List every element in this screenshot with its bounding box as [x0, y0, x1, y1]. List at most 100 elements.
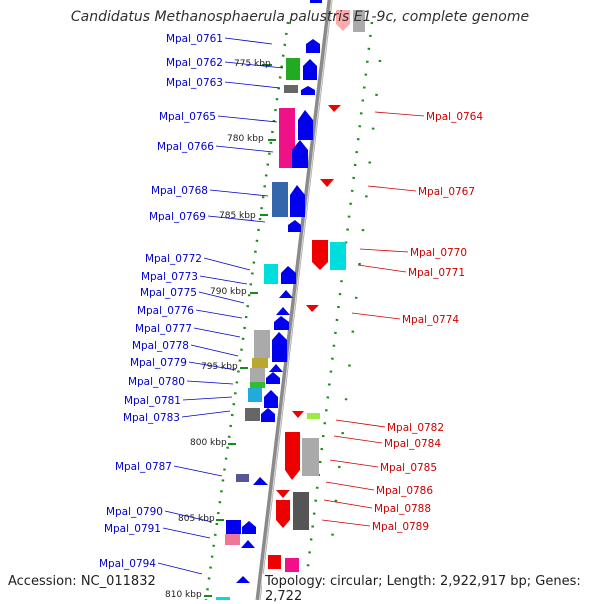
svg-text:Mpal_0789: Mpal_0789: [372, 521, 429, 533]
label-mpal-0765: Mpal_0765: [159, 111, 278, 123]
gene-0795-box: [216, 597, 230, 600]
label-mpal-0789: Mpal_0789: [321, 519, 429, 533]
gene-0762-arrow: [303, 59, 317, 80]
label-mpal-0778: Mpal_0778: [132, 340, 239, 357]
gene-0776-arrow: [276, 307, 290, 315]
label-mpal-0780: Mpal_0780: [128, 376, 234, 388]
svg-text:Mpal_0771: Mpal_0771: [408, 267, 465, 279]
svg-text:Mpal_0764: Mpal_0764: [426, 111, 483, 123]
svg-text:Mpal_0791: Mpal_0791: [104, 523, 161, 535]
label-mpal-0772: Mpal_0772: [145, 253, 251, 271]
label-mpal-0769: Mpal_0769: [149, 211, 266, 223]
gene-0763-box: [284, 85, 298, 93]
svg-text:Mpal_0762: Mpal_0762: [166, 57, 223, 69]
kbp-tick-800: 800 kbp: [190, 438, 236, 448]
gene-0787-arrow: [253, 477, 268, 485]
label-mpal-0783: Mpal_0783: [123, 410, 231, 424]
svg-text:790 kbp: 790 kbp: [210, 287, 247, 297]
gene-0781-arrow: [264, 390, 278, 408]
gene-0790-box: [226, 520, 241, 534]
gene-0779-arrow: [269, 364, 283, 372]
label-mpal-0787: Mpal_0787: [115, 461, 223, 477]
svg-text:Mpal_0784: Mpal_0784: [384, 438, 441, 450]
gene-0780-band: [250, 382, 265, 388]
svg-text:800 kbp: 800 kbp: [190, 438, 227, 448]
gene-0780-arrow: [266, 372, 280, 384]
svg-text:Mpal_0790: Mpal_0790: [106, 506, 163, 518]
svg-text:Mpal_0765: Mpal_0765: [159, 111, 216, 123]
label-mpal-0784: Mpal_0784: [333, 435, 441, 450]
gene-0789-box: [293, 492, 309, 530]
tick-track-outer-right: [328, 59, 382, 561]
gene-0782-arrow: [292, 411, 304, 418]
genome-backbone: [255, 0, 333, 600]
gene-0791-box: [225, 534, 240, 545]
gene-0774-arrow: [306, 305, 319, 312]
svg-text:Mpal_0767: Mpal_0767: [418, 186, 475, 198]
svg-text:Mpal_0780: Mpal_0780: [128, 376, 185, 388]
gene-0781-box: [248, 388, 262, 402]
label-mpal-0786: Mpal_0786: [325, 481, 433, 497]
svg-text:Mpal_0770: Mpal_0770: [410, 247, 467, 259]
svg-text:Mpal_0761: Mpal_0761: [166, 33, 223, 45]
gene-0793-box: [285, 558, 299, 572]
gene-0768-arrow: [290, 185, 305, 217]
svg-text:810 kbp: 810 kbp: [165, 590, 202, 600]
svg-text:Mpal_0779: Mpal_0779: [130, 357, 187, 369]
svg-text:Mpal_0778: Mpal_0778: [132, 340, 189, 352]
gene-0786-arrow: [276, 490, 290, 498]
gene-0767-arrow: [320, 179, 334, 187]
label-mpal-0770: Mpal_0770: [359, 247, 467, 259]
gene-0758-arrow: [336, 10, 350, 31]
svg-text:Mpal_0794: Mpal_0794: [99, 558, 156, 570]
gene-0761-arrow: [306, 39, 320, 53]
gene-0792-box: [268, 555, 281, 569]
gene-0783-box: [245, 408, 260, 421]
kbp-tick-810: 810 kbp: [165, 590, 212, 600]
gene-0777-arrow: [274, 316, 289, 330]
gene-0790-arrow: [242, 521, 256, 534]
svg-text:785 kbp: 785 kbp: [219, 211, 256, 221]
gene-0763-arrow: [301, 86, 315, 95]
svg-text:780 kbp: 780 kbp: [227, 134, 264, 144]
svg-text:Mpal_0777: Mpal_0777: [135, 323, 192, 335]
label-mpal-0774: Mpal_0774: [351, 312, 459, 326]
svg-text:Mpal_0786: Mpal_0786: [376, 485, 433, 497]
gene-0770-arrow: [312, 240, 328, 270]
label-mpal-0773: Mpal_0773: [141, 271, 248, 285]
kbp-tick-775: 775 kbp: [234, 59, 272, 69]
gene-0765-arrow: [298, 110, 313, 140]
map-title: Candidatus Methanosphaerula palustris E1…: [70, 9, 530, 25]
gene-0769-arrow: [288, 220, 301, 232]
kbp-tick-785: 785 kbp: [219, 211, 268, 221]
gene-0783-arrow: [261, 408, 275, 422]
gene-0778-arrow: [272, 332, 287, 362]
svg-text:Mpal_0775: Mpal_0775: [140, 287, 197, 299]
reverse-gene-glyphs: [262, 10, 365, 600]
tick-track-right: [302, 21, 374, 600]
gene-0759-box: [353, 10, 365, 32]
gene-0780-box: [250, 368, 265, 382]
label-mpal-0779: Mpal_0779: [130, 357, 237, 371]
label-mpal-0776: Mpal_0776: [137, 305, 243, 319]
gene-0773-arrow: [281, 266, 296, 284]
svg-text:Mpal_0782: Mpal_0782: [387, 422, 444, 434]
label-mpal-0767: Mpal_0767: [367, 185, 475, 198]
gene-0765-box: [279, 108, 295, 168]
gene-0794-arrow: [236, 576, 250, 583]
label-mpal-0788: Mpal_0788: [323, 499, 431, 515]
label-mpal-0775: Mpal_0775: [140, 287, 245, 304]
gene-0768-box: [272, 182, 288, 217]
gene-0782-box: [307, 413, 320, 419]
kbp-tick-790: 790 kbp: [210, 287, 258, 297]
gene-0785-box: [302, 438, 319, 476]
label-mpal-0781: Mpal_0781: [124, 395, 233, 407]
forward-gene-glyphs: [216, 0, 322, 600]
gene-0772-box: [264, 264, 278, 284]
svg-text:Mpal_0769: Mpal_0769: [149, 211, 206, 223]
label-mpal-0761: Mpal_0761: [166, 33, 273, 45]
gene-0771-box: [330, 242, 346, 270]
svg-text:775 kbp: 775 kbp: [234, 59, 271, 69]
tick-track-outer-left: [204, 21, 290, 600]
